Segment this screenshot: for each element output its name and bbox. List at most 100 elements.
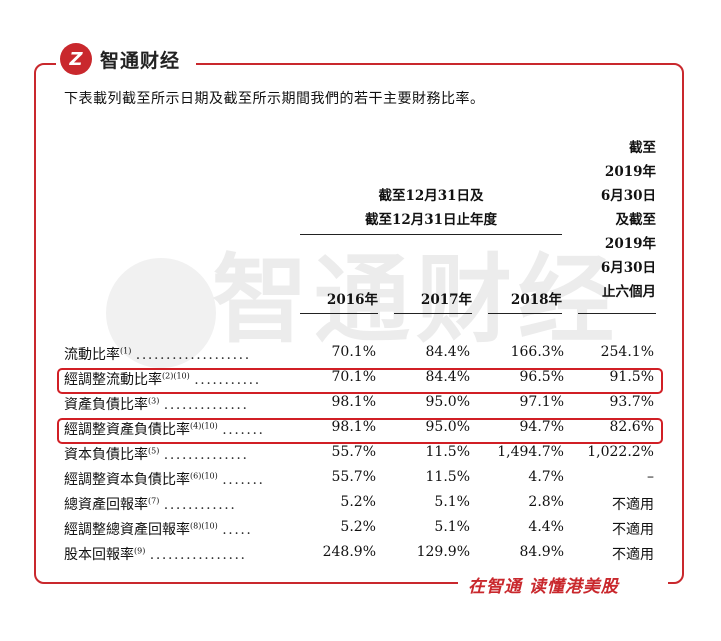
row-value-col-1: 98.1% (331, 394, 376, 410)
row-footnote-ref: (9) (134, 546, 146, 556)
row-value-col-1: 70.1% (331, 344, 376, 360)
row-value-col-1: 98.1% (331, 419, 376, 435)
row-value-col-1: 70.1% (331, 369, 376, 385)
row-label: 資產負債比率(3) .............. (64, 394, 249, 414)
header-year-2017: 2017年 (420, 292, 472, 308)
row-value-col-4: 93.7% (609, 394, 654, 410)
logo-text: 智通财经 (100, 49, 181, 72)
brand-logo: Z 智通财经 (60, 43, 180, 75)
row-value-col-1: 55.7% (331, 444, 376, 460)
row-label: 經調整資本負債比率(6)(10) ....... (64, 469, 265, 489)
header-last-col-line: 2019年 (604, 236, 656, 252)
row-footnote-ref: (2)(10) (162, 371, 190, 381)
row-value-col-3: 96.5% (519, 369, 564, 385)
logo-mark-icon: Z (60, 43, 92, 75)
row-footnote-ref: (4)(10) (190, 421, 218, 431)
row-value-col-4: 82.6% (609, 419, 654, 435)
row-leader-dots: ....... (222, 422, 265, 438)
year-rule-2016 (300, 313, 378, 314)
row-value-col-2: 5.1% (434, 494, 470, 510)
table-row: 經調整資本負債比率(6)(10) ....... 55.7% 11.5% 4.7% – (64, 469, 656, 493)
row-label: 流動比率(1) ................... (64, 344, 251, 364)
row-label-text: 經調整總資產回報率 (64, 522, 190, 538)
header-last-column: 截至 2019年 6月30日 及截至 2019年 6月30日 止六個月 (578, 136, 656, 304)
row-value-col-4: 不適用 (612, 547, 654, 563)
row-value-col-4: – (647, 469, 654, 485)
row-value-col-1: 5.2% (340, 494, 376, 510)
row-value-col-2: 129.9% (416, 544, 470, 560)
slogan-text: 在智通 读懂港美股 (468, 577, 619, 597)
row-value-col-3: 4.4% (528, 519, 564, 535)
row-value-col-3: 97.1% (519, 394, 564, 410)
highlight-box-adjusted-gearing-ratio (57, 418, 663, 444)
row-value-col-3: 1,494.7% (497, 444, 564, 460)
red-frame (34, 63, 684, 584)
row-label-text: 總資產回報率 (64, 497, 148, 513)
watermark-circle-icon (106, 258, 216, 368)
year-rule-h1-2019 (578, 313, 656, 314)
row-value-col-4: 254.1% (600, 344, 654, 360)
highlight-box-adjusted-current-ratio (57, 368, 663, 394)
row-value-col-4: 91.5% (609, 369, 654, 385)
row-label: 總資產回報率(7) ............ (64, 494, 236, 514)
header-group-line2: 截至12月31日止年度 (364, 212, 498, 228)
row-label: 股本回報率(9) ................ (64, 544, 247, 564)
row-footnote-ref: (1) (120, 346, 132, 356)
row-label-text: 資本負債比率 (64, 447, 148, 463)
row-label-text: 經調整資產負債比率 (64, 422, 190, 438)
row-label-text: 經調整資本負債比率 (64, 472, 190, 488)
row-label-text: 資產負債比率 (64, 397, 148, 413)
row-value-col-2: 11.5% (425, 444, 470, 460)
table-row: 流動比率(1) ................... 70.1% 84.4% 166… (64, 344, 656, 368)
header-year-2018: 2018年 (510, 292, 562, 308)
row-value-col-4: 1,022.2% (587, 444, 654, 460)
row-value-col-1: 248.9% (322, 544, 376, 560)
row-leader-dots: .............. (163, 447, 249, 463)
intro-text: 下表載列截至所示日期及截至所示期間我們的若干主要財務比率。 (64, 91, 485, 107)
row-leader-dots: ................... (135, 347, 251, 363)
year-rule-2018 (488, 313, 562, 314)
row-label-text: 股本回報率 (64, 547, 134, 563)
row-leader-dots: .............. (163, 397, 249, 413)
header-last-col-line: 6月30日 (600, 188, 656, 204)
header-year-2016: 2016年 (326, 292, 378, 308)
header-last-col-line: 截至 (629, 140, 656, 156)
table-row: 經調整流動比率(2)(10) ........... 70.1% 84.4% 96.5… (64, 369, 656, 393)
row-label: 經調整總資產回報率(8)(10) ..... (64, 519, 252, 539)
row-label: 資本負債比率(5) .............. (64, 444, 249, 464)
row-footnote-ref: (7) (148, 496, 160, 506)
row-value-col-3: 2.8% (528, 494, 564, 510)
row-value-col-1: 5.2% (340, 519, 376, 535)
row-label: 經調整資產負債比率(4)(10) ....... (64, 419, 265, 439)
header-group-line1: 截至12月31日及 (378, 188, 484, 204)
row-value-col-4: 不適用 (612, 497, 654, 513)
row-footnote-ref: (8)(10) (190, 521, 218, 531)
table-row: 總資產回報率(7) ............ 5.2% 5.1% 2.8% 不適用 (64, 494, 656, 518)
row-leader-dots: ............ (163, 497, 237, 513)
table-row: 股本回報率(9) ................ 248.9% 129.9% 84.… (64, 544, 656, 568)
header-last-col-line: 及截至 (615, 212, 657, 228)
header-last-col-line: 2019年 (604, 164, 656, 180)
row-value-col-2: 95.0% (425, 394, 470, 410)
row-label: 經調整流動比率(2)(10) ........... (64, 369, 261, 389)
row-value-col-2: 84.4% (425, 344, 470, 360)
row-value-col-2: 11.5% (425, 469, 470, 485)
row-footnote-ref: (5) (148, 446, 160, 456)
row-value-col-3: 84.9% (519, 544, 564, 560)
header-last-col-line: 6月30日 (600, 260, 656, 276)
header-group-rule (300, 234, 562, 235)
row-value-col-2: 84.4% (425, 369, 470, 385)
frame-gap-bottom (458, 578, 668, 590)
row-leader-dots: ........... (194, 372, 261, 388)
row-footnote-ref: (6)(10) (190, 471, 218, 481)
table-row: 經調整資產負債比率(4)(10) ....... 98.1% 95.0% 94.7% 8… (64, 419, 656, 443)
row-footnote-ref: (3) (148, 396, 160, 406)
row-label-text: 經調整流動比率 (64, 372, 162, 388)
row-label-text: 流動比率 (64, 347, 120, 363)
table-row: 資產負債比率(3) .............. 98.1% 95.0% 97.1% 9… (64, 394, 656, 418)
year-rule-2017 (394, 313, 472, 314)
header-last-col-line: 止六個月 (602, 284, 656, 300)
row-value-col-1: 55.7% (331, 469, 376, 485)
row-leader-dots: ..... (222, 522, 253, 538)
row-value-col-3: 94.7% (519, 419, 564, 435)
